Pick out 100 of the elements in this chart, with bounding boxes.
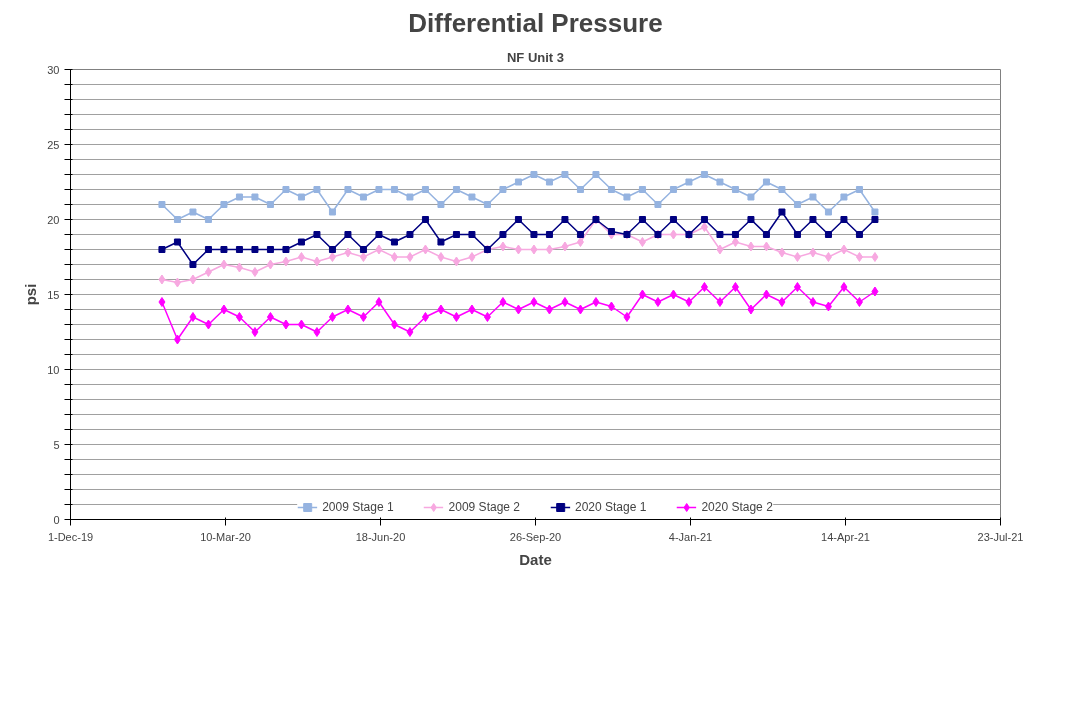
point <box>266 259 274 270</box>
point <box>700 216 708 223</box>
point <box>282 246 290 253</box>
point <box>173 334 181 345</box>
point <box>173 216 181 223</box>
point <box>359 193 367 201</box>
point <box>778 186 786 193</box>
point <box>437 238 445 246</box>
point <box>716 178 724 186</box>
point <box>421 244 429 255</box>
point <box>406 193 414 201</box>
point <box>452 256 460 267</box>
point <box>251 267 259 277</box>
point <box>158 274 166 285</box>
point <box>793 201 801 208</box>
point <box>731 186 739 193</box>
point <box>809 193 817 201</box>
point <box>685 297 693 307</box>
point <box>499 241 507 252</box>
point <box>793 252 801 262</box>
point <box>266 246 274 253</box>
point <box>282 256 290 267</box>
point <box>530 231 538 238</box>
point <box>840 216 848 223</box>
point <box>654 201 662 208</box>
point <box>468 193 476 201</box>
point <box>297 193 305 201</box>
point <box>669 216 677 223</box>
point <box>437 252 445 262</box>
point <box>576 186 584 193</box>
point <box>809 247 817 258</box>
point <box>840 244 848 255</box>
point <box>189 274 197 285</box>
point <box>375 231 383 238</box>
point <box>189 261 197 268</box>
point <box>297 252 305 262</box>
point <box>499 297 507 307</box>
point <box>561 171 569 178</box>
point <box>762 289 770 300</box>
point <box>530 244 538 255</box>
y-tick-label: 25 <box>47 138 60 151</box>
point <box>855 231 863 238</box>
point <box>638 237 646 247</box>
point <box>778 208 786 216</box>
point <box>747 304 755 315</box>
point <box>251 193 259 201</box>
point <box>778 247 786 258</box>
point <box>530 297 538 307</box>
point <box>468 231 476 238</box>
point <box>545 304 553 315</box>
y-tick-label: 20 <box>47 213 60 226</box>
point <box>235 262 243 273</box>
point <box>592 297 600 307</box>
point <box>731 237 739 247</box>
point <box>561 297 569 307</box>
point <box>747 241 755 252</box>
point <box>189 208 197 216</box>
point <box>189 312 197 322</box>
y-tick-label: 15 <box>47 288 60 301</box>
point <box>235 193 243 201</box>
x-axis-title: Date <box>519 550 552 568</box>
point <box>375 186 383 193</box>
point <box>731 231 739 238</box>
point <box>871 252 879 262</box>
point <box>452 186 460 193</box>
point <box>375 244 383 255</box>
point <box>328 246 336 253</box>
point <box>220 259 228 270</box>
point <box>824 252 832 262</box>
point <box>375 297 383 307</box>
x-tick-label: 10-Mar-20 <box>200 530 251 543</box>
point <box>344 186 352 193</box>
x-tick-label: 23-Jul-21 <box>977 530 1024 543</box>
point <box>158 246 166 253</box>
point <box>793 282 801 292</box>
point <box>158 201 166 208</box>
point <box>855 297 863 307</box>
point <box>545 231 553 238</box>
point <box>204 267 212 277</box>
point <box>173 238 181 246</box>
point <box>313 231 321 238</box>
point <box>483 201 491 208</box>
point <box>406 231 414 238</box>
point <box>607 301 615 312</box>
point <box>871 216 879 223</box>
point <box>204 216 212 223</box>
point <box>173 277 181 288</box>
point <box>716 231 724 238</box>
point <box>716 297 724 307</box>
point <box>824 231 832 238</box>
point <box>871 208 879 216</box>
point <box>545 244 553 255</box>
point <box>406 252 414 262</box>
point <box>468 252 476 262</box>
legend-label: 2020 Stage 1 <box>575 500 647 514</box>
point <box>359 252 367 262</box>
point <box>282 186 290 193</box>
y-tick-label: 0 <box>53 513 60 526</box>
point <box>685 178 693 186</box>
point <box>514 244 522 255</box>
